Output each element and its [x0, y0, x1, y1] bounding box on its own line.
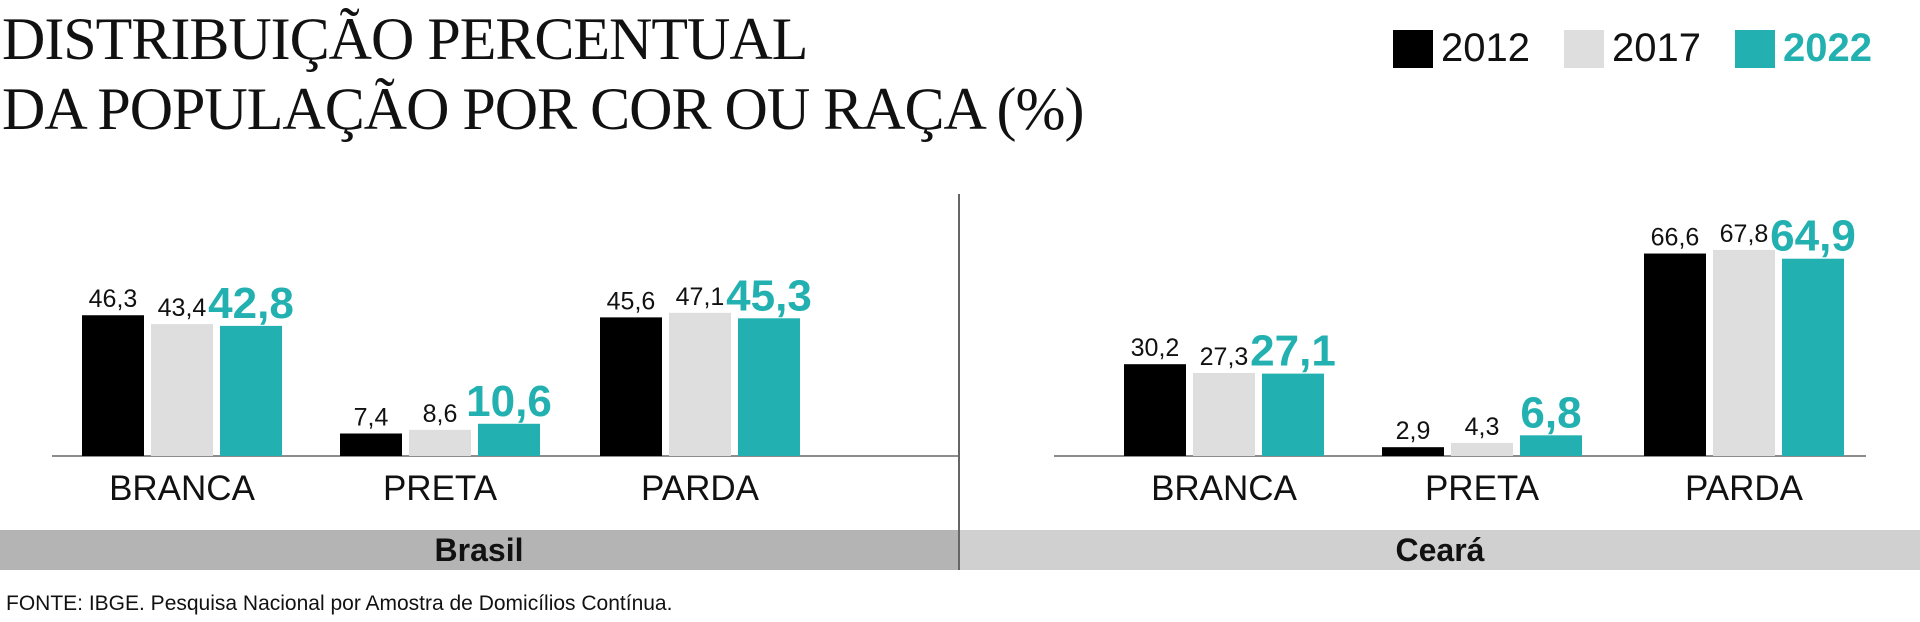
brasil-bar-branca-2012: [82, 315, 144, 456]
legend: 2012 2017 2022: [1359, 26, 1872, 71]
brasil-value-label-preta-2017: 8,6: [423, 400, 458, 428]
legend-label-2017: 2017: [1612, 26, 1702, 70]
brasil-value-label-parda-2017: 47,1: [676, 283, 725, 311]
chart-title: DISTRIBUIÇÃO PERCENTUAL DA POPULAÇÃO POR…: [2, 4, 1084, 144]
legend-item-2012: 2012: [1393, 26, 1530, 71]
brasil-bar-parda-2012: [600, 317, 662, 456]
brasil-bar-preta-2017: [409, 429, 471, 456]
brasil-bar-preta-2022: [478, 423, 540, 456]
legend-item-2017: 2017: [1564, 26, 1701, 71]
ceara-bar-preta-2022: [1520, 435, 1582, 456]
ceara-value-label-parda-2022: 64,9: [1770, 212, 1856, 261]
brasil-bar-preta-2012: [340, 433, 402, 456]
brasil-value-label-preta-2012: 7,4: [354, 404, 389, 432]
ceara-bar-preta-2012: [1382, 447, 1444, 456]
brasil-panel-strip: [0, 530, 958, 570]
ceara-bar-branca-2012: [1124, 364, 1186, 456]
ceara-bar-branca-2022: [1262, 373, 1324, 456]
ceara-value-label-parda-2012: 66,6: [1651, 224, 1700, 252]
legend-label-2012: 2012: [1441, 26, 1531, 70]
ceara-bar-parda-2012: [1644, 253, 1706, 456]
legend-swatch-2017: [1564, 29, 1605, 68]
brasil-bar-branca-2022: [220, 325, 282, 456]
brasil-category-label-branca: BRANCA: [109, 469, 256, 508]
ceara-bar-preta-2017: [1451, 442, 1513, 456]
brasil-bar-parda-2017: [669, 312, 731, 456]
ceara-value-label-preta-2022: 6,8: [1520, 388, 1581, 437]
brasil-value-label-branca-2017: 43,4: [158, 294, 207, 322]
ceara-bar-branca-2017: [1193, 373, 1255, 456]
ceara-bar-parda-2017: [1713, 249, 1775, 456]
title-line-1: DISTRIBUIÇÃO PERCENTUAL: [2, 6, 808, 72]
brasil-value-label-preta-2022: 10,6: [466, 377, 552, 426]
title-line-2: DA POPULAÇÃO POR COR OU RAÇA (%): [2, 76, 1084, 142]
ceara-category-label-parda: PARDA: [1685, 469, 1804, 508]
ceara-value-label-branca-2012: 30,2: [1131, 334, 1180, 362]
legend-swatch-2012: [1393, 29, 1434, 68]
ceara-value-label-preta-2017: 4,3: [1465, 413, 1500, 441]
ceara-category-label-branca: BRANCA: [1151, 469, 1298, 508]
legend-item-2022: 2022: [1735, 26, 1872, 71]
ceara-panel-strip: [960, 530, 1920, 570]
legend-swatch-2022: [1735, 29, 1776, 68]
ceara-panel-title: Ceará: [1396, 532, 1485, 568]
brasil-panel-title: Brasil: [435, 532, 524, 568]
brasil-value-label-branca-2022: 42,8: [208, 279, 294, 328]
ceara-bar-parda-2022: [1782, 258, 1844, 456]
brasil-value-label-parda-2012: 45,6: [607, 287, 656, 315]
ceara-value-label-preta-2012: 2,9: [1396, 417, 1431, 445]
ceara-value-label-branca-2017: 27,3: [1200, 343, 1249, 371]
brasil-bar-branca-2017: [151, 324, 213, 456]
ceara-value-label-branca-2022: 27,1: [1250, 327, 1336, 376]
brasil-value-label-branca-2012: 46,3: [89, 285, 138, 313]
brasil-value-label-parda-2022: 45,3: [726, 271, 812, 320]
brasil-bar-parda-2022: [738, 318, 800, 456]
ceara-value-label-parda-2017: 67,8: [1720, 220, 1769, 248]
legend-label-2022: 2022: [1783, 26, 1872, 70]
source-note: FONTE: IBGE. Pesquisa Nacional por Amost…: [6, 592, 673, 615]
brasil-category-label-preta: PRETA: [383, 469, 498, 508]
ceara-category-label-preta: PRETA: [1425, 469, 1540, 508]
brasil-category-label-parda: PARDA: [641, 469, 760, 508]
